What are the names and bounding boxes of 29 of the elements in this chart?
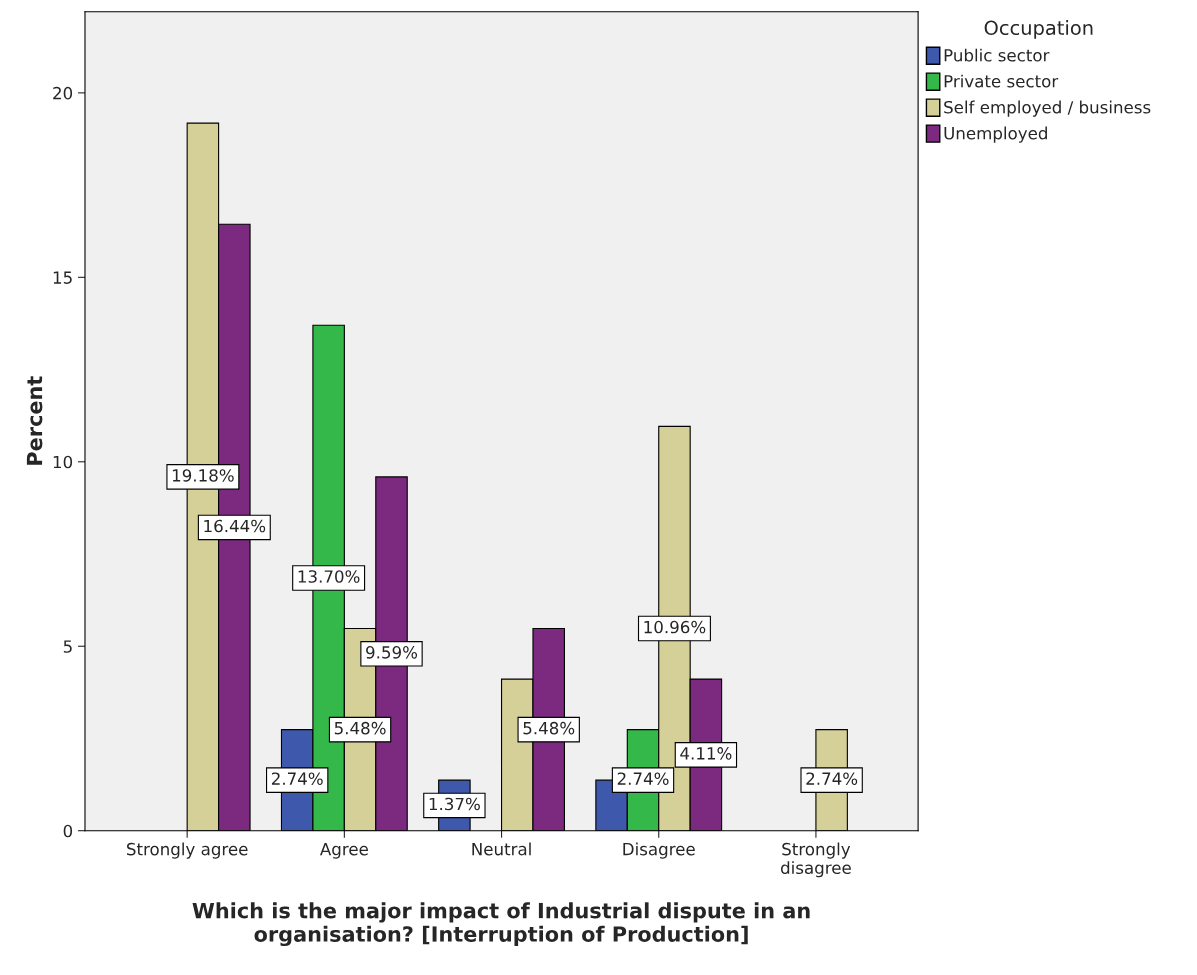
- data-label: 2.74%: [271, 772, 323, 785]
- y-tick-label: 0: [63, 824, 73, 838]
- y-tick-label: 20: [53, 86, 73, 100]
- legend-label: Private sector: [944, 74, 1059, 88]
- y-tick-label: 5: [63, 640, 72, 653]
- data-label: 2.74%: [617, 772, 669, 785]
- data-label: 19.18%: [172, 469, 234, 482]
- data-label: 1.37%: [429, 797, 480, 811]
- x-tick-label: Strongly agree: [127, 842, 248, 859]
- x-tick-label: Disagree: [623, 842, 695, 859]
- x-tick-label: Strongly disagree: [781, 842, 851, 878]
- x-tick-label: Agree: [320, 843, 368, 859]
- data-label: 9.59%: [366, 646, 418, 659]
- y-tick-label: 10: [53, 455, 73, 469]
- y-tick-label: 15: [53, 271, 72, 284]
- legend-title: Occupation: [984, 20, 1093, 39]
- data-label: 13.70%: [298, 570, 360, 583]
- legend-label: Public sector: [944, 48, 1050, 62]
- x-axis-title: Which is the major impact of Industrial dispute in an organisation? [Interruption of Production]: [192, 902, 810, 947]
- data-label: 4.11%: [680, 747, 732, 760]
- legend-label: Self employed / business: [944, 100, 1151, 117]
- data-label: 2.74%: [806, 772, 858, 785]
- data-label: 5.48%: [523, 721, 575, 735]
- legend-label: Unemployed: [944, 126, 1047, 143]
- x-tick-label: Neutral: [472, 842, 531, 856]
- data-label: 10.96%: [644, 620, 706, 634]
- data-label: 5.48%: [334, 721, 386, 735]
- data-label: 16.44%: [204, 519, 266, 533]
- y-axis-title: Percent: [26, 376, 43, 465]
